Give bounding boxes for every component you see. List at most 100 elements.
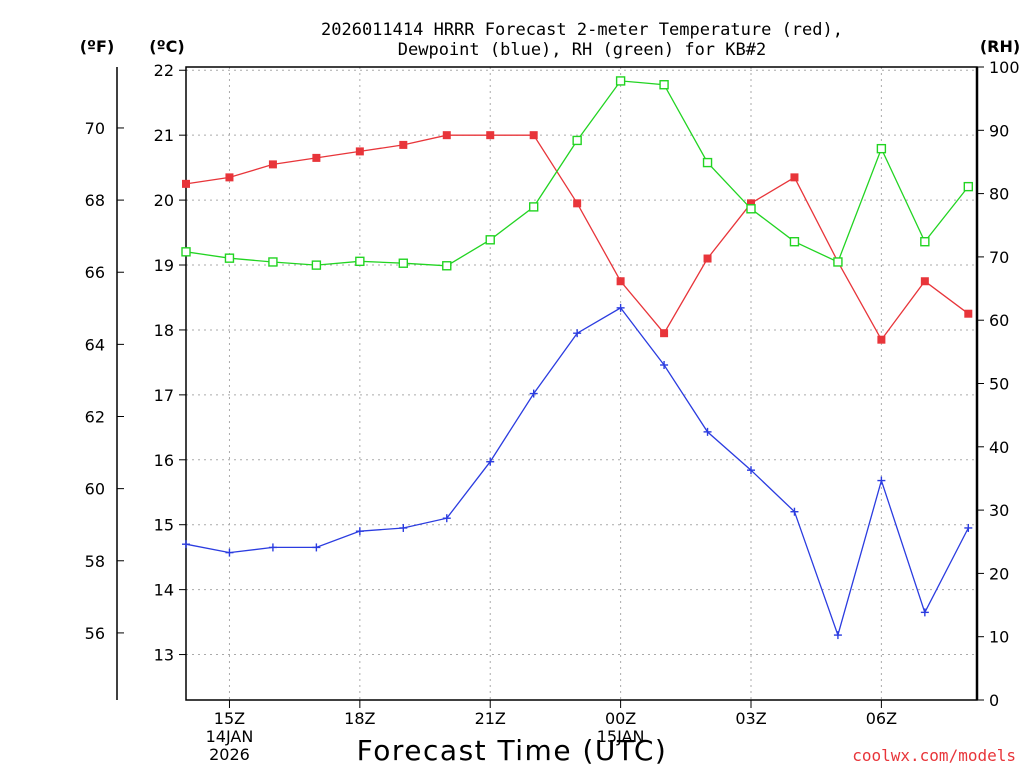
rh-point-10 — [615, 76, 626, 86]
fahrenheit-tick-label: 64 — [85, 335, 105, 354]
temperature-point-3 — [312, 153, 321, 162]
celsius-tick-label: 16 — [154, 451, 174, 470]
rh-point-15 — [833, 257, 843, 267]
dewpoint-point-15 — [833, 631, 842, 640]
rh-point-0 — [181, 247, 191, 257]
dewpoint-point-7 — [486, 457, 495, 466]
fahrenheit-tick-label: 60 — [85, 480, 105, 499]
rh-tick-label: 0 — [989, 691, 999, 710]
temperature-point-16 — [877, 335, 886, 344]
x-tick-date-label: 15JAN — [597, 727, 645, 746]
dewpoint-point-2 — [268, 543, 277, 552]
temperature-point-0 — [182, 179, 190, 188]
rh-point-9 — [572, 135, 582, 146]
dewpoint-point-1 — [225, 548, 234, 557]
dewpoint-point-3 — [312, 543, 321, 552]
fahrenheit-tick-label: 66 — [85, 263, 105, 282]
rh-point-2 — [268, 257, 278, 267]
rh-point-8 — [528, 202, 539, 212]
chart-title-line2: Dewpoint (blue), RH (green) for KB#2 — [398, 40, 766, 60]
rh-point-17 — [920, 237, 930, 247]
celsius-tick-label: 17 — [154, 386, 174, 405]
rh-tick-label: 30 — [989, 501, 1009, 520]
x-tick-year-label: 2026 — [209, 745, 250, 764]
rh-point-16 — [876, 143, 887, 154]
watermark: coolwx.com/models — [852, 746, 1016, 765]
rh-point-1 — [224, 253, 235, 263]
temperature-point-13 — [747, 199, 755, 208]
x-tick-label: 21Z — [475, 709, 506, 728]
celsius-tick-label: 22 — [154, 61, 174, 80]
temperature-point-9 — [573, 199, 582, 208]
rh-point-13 — [746, 204, 756, 214]
celsius-axis-label: (ºC) — [149, 37, 184, 56]
rh-tick-label: 70 — [989, 248, 1009, 267]
celsius-tick-label: 15 — [154, 516, 174, 535]
fahrenheit-axis-label: (ºF) — [80, 37, 115, 56]
rh-tick-label: 100 — [989, 58, 1020, 77]
dewpoint-point-11 — [660, 360, 669, 369]
rh-tick-label: 90 — [989, 121, 1009, 140]
temperature-point-12 — [703, 254, 712, 263]
fahrenheit-tick-label: 58 — [85, 552, 105, 571]
dewpoint-point-13 — [747, 466, 755, 475]
x-tick-label: 06Z — [866, 709, 897, 728]
temperature-point-11 — [660, 329, 669, 338]
rh-point-12 — [702, 157, 713, 168]
dewpoint-line — [185, 307, 969, 638]
temperature-point-14 — [790, 173, 799, 182]
axes: 13 14 15 16 17 18 19 20 21 22 56 58 60 62 64 66 68 70 0 10 2… — [85, 58, 1020, 764]
rh-axis-label: (RH) — [980, 37, 1020, 56]
fahrenheit-tick-label: 62 — [85, 408, 105, 427]
celsius-tick-label: 20 — [154, 191, 174, 210]
temperature-point-18 — [964, 309, 973, 318]
series-layer — [181, 76, 974, 640]
rh-point-7 — [485, 235, 495, 245]
dewpoint-point-4 — [355, 527, 364, 536]
dewpoint-point-9 — [573, 329, 582, 338]
fahrenheit-tick-label: 68 — [85, 191, 105, 210]
temperature-point-10 — [616, 277, 625, 286]
dewpoint-point-14 — [790, 507, 799, 516]
celsius-tick-label: 19 — [154, 256, 174, 275]
rh-point-18 — [963, 181, 974, 192]
rh-point-5 — [398, 258, 409, 268]
dewpoint-point-6 — [442, 514, 451, 523]
celsius-tick-label: 14 — [154, 581, 174, 600]
rh-tick-label: 20 — [989, 564, 1009, 583]
dewpoint-point-8 — [529, 389, 538, 398]
rh-tick-label: 60 — [989, 311, 1009, 330]
chart-title-line1: 2026011414 HRRR Forecast 2-meter Tempera… — [321, 20, 843, 40]
temperature-point-17 — [920, 277, 929, 286]
fahrenheit-tick-label: 56 — [85, 624, 105, 643]
dewpoint-point-0 — [182, 540, 190, 549]
grid-lines — [186, 67, 977, 700]
rh-point-3 — [311, 260, 322, 270]
fahrenheit-tick-label: 70 — [85, 119, 105, 138]
dewpoint-point-10 — [616, 303, 625, 312]
x-tick-label: 15Z — [214, 709, 245, 728]
x-tick-label: 00Z — [605, 709, 636, 728]
dewpoint-point-16 — [877, 476, 886, 485]
temperature-point-4 — [355, 147, 364, 156]
rh-tick-label: 50 — [989, 375, 1009, 394]
rh-line — [185, 80, 969, 267]
rh-point-14 — [789, 237, 800, 247]
temperature-point-2 — [268, 160, 277, 169]
temperature-point-8 — [529, 131, 538, 140]
dewpoint-point-12 — [703, 427, 712, 436]
temperature-point-7 — [486, 131, 495, 140]
x-axis-title: Forecast Time (UTC) — [357, 734, 668, 767]
rh-tick-label: 10 — [989, 628, 1009, 647]
rh-point-11 — [659, 80, 669, 90]
celsius-tick-label: 13 — [154, 646, 174, 665]
celsius-tick-label: 18 — [154, 321, 174, 340]
temperature-point-5 — [399, 140, 408, 149]
dewpoint-point-18 — [964, 523, 973, 532]
celsius-tick-label: 21 — [154, 126, 174, 145]
rh-tick-label: 40 — [989, 438, 1009, 457]
dewpoint-point-17 — [920, 608, 929, 617]
plot-frame — [185, 66, 978, 701]
x-tick-date-label: 14JAN — [206, 727, 254, 746]
